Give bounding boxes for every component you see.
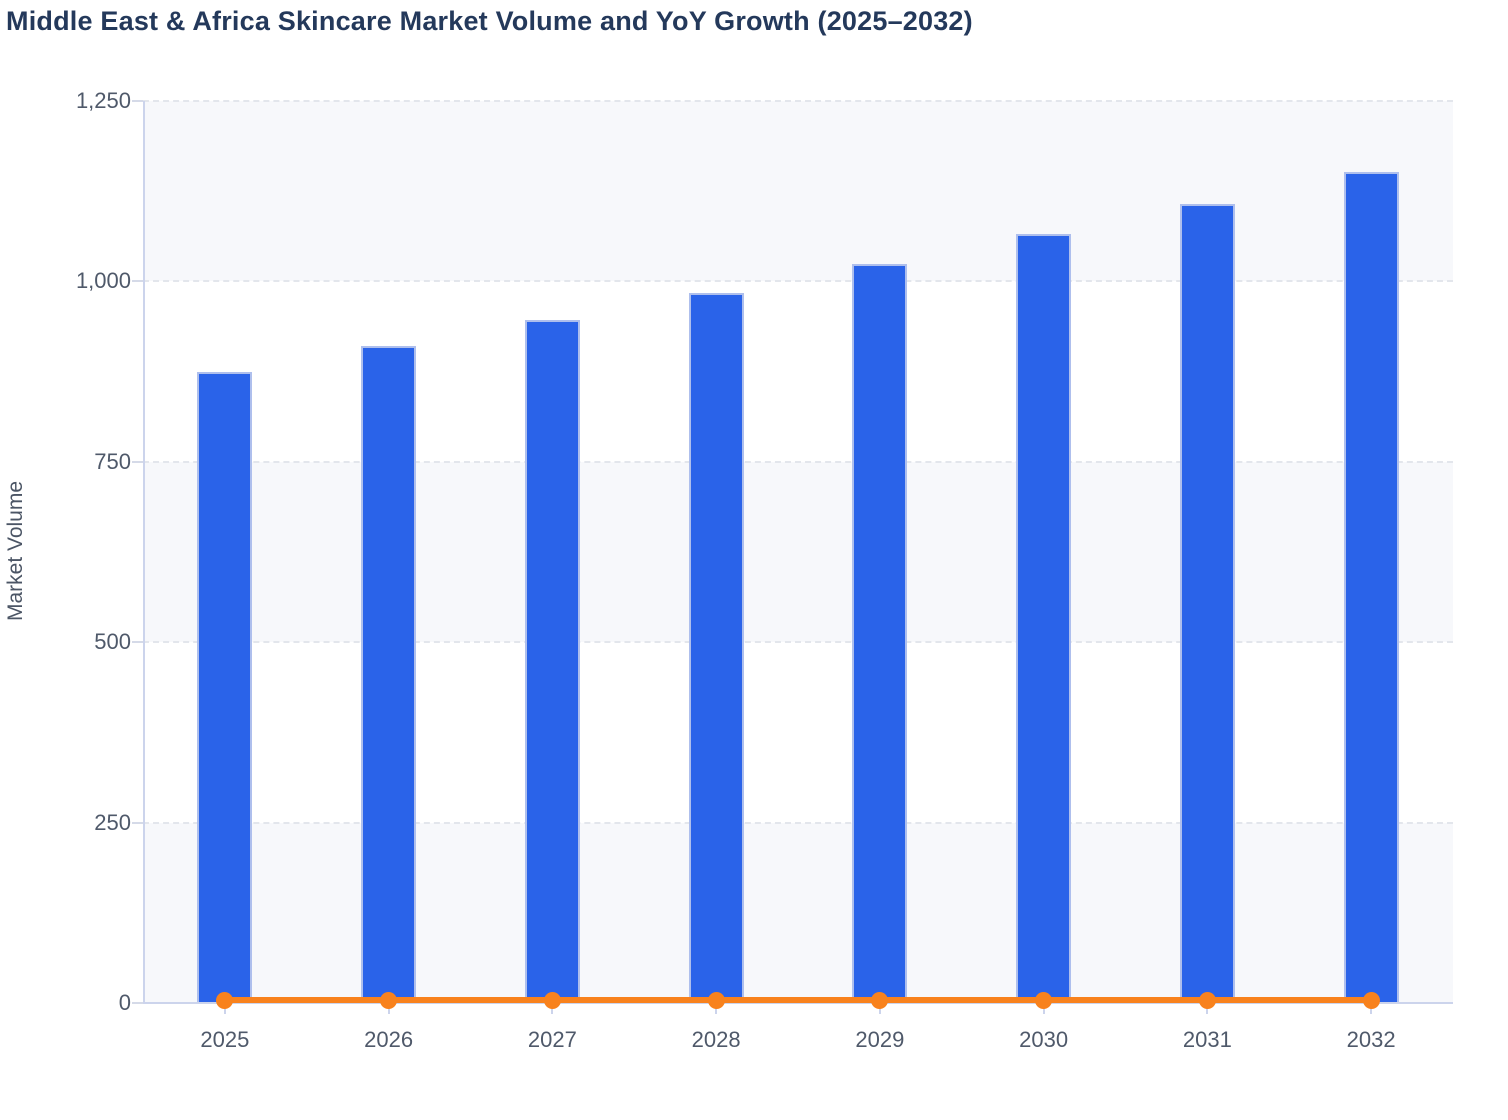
x-tick-label: 2032: [1346, 1027, 1396, 1052]
y-tick-mark: [132, 100, 143, 102]
y-tick-label: 1,250: [75, 88, 131, 113]
y-tick-label: 0: [118, 990, 131, 1015]
x-tick-mark: [1370, 1004, 1373, 1014]
yoy-marker-2026[interactable]: [380, 991, 398, 1009]
bar-2030[interactable]: [1016, 234, 1072, 1003]
bar-2031[interactable]: [1179, 204, 1235, 1003]
gridline: [143, 100, 1453, 102]
bar-2026[interactable]: [361, 346, 417, 1003]
x-tick-label: 2031: [1182, 1027, 1232, 1052]
x-tick-label: 2029: [855, 1027, 905, 1052]
x-tick-mark: [1206, 1004, 1209, 1014]
yoy-marker-2031[interactable]: [1198, 991, 1216, 1009]
plot-area: [143, 100, 1453, 1003]
bar-2028[interactable]: [688, 292, 744, 1003]
yoy-marker-2029[interactable]: [871, 991, 889, 1009]
y-tick-mark: [132, 460, 143, 463]
yoy-marker-2025[interactable]: [216, 991, 234, 1009]
grid-band: [143, 822, 1453, 1003]
bar-2029[interactable]: [852, 264, 908, 1003]
gridline: [143, 641, 1453, 644]
y-tick-label: 750: [94, 448, 131, 474]
y-axis-title: Market Volume: [4, 480, 27, 622]
y-tick-mark: [132, 641, 143, 644]
yoy-marker-2028[interactable]: [707, 991, 725, 1009]
y-tick-mark: [132, 280, 143, 283]
yoy-marker-2030[interactable]: [1035, 991, 1053, 1009]
x-tick-label: 2025: [200, 1027, 250, 1052]
yoy-marker-2027[interactable]: [543, 991, 561, 1009]
x-tick-mark: [715, 1004, 718, 1014]
y-axis-line: [143, 101, 145, 1003]
y-tick-label: 500: [94, 629, 131, 655]
yoy-growth-line: [224, 997, 1372, 1004]
x-tick-label: 2030: [1019, 1027, 1069, 1052]
bar-2025[interactable]: [197, 371, 253, 1003]
x-tick-mark: [387, 1004, 390, 1014]
y-tick-mark: [132, 1002, 143, 1004]
x-tick-mark: [1042, 1004, 1045, 1014]
x-tick-mark: [878, 1004, 881, 1014]
y-tick-label: 1,000: [75, 268, 131, 294]
x-tick-mark: [551, 1004, 554, 1014]
x-tick-label: 2028: [691, 1027, 741, 1052]
grid-band: [143, 101, 1453, 282]
gridline: [143, 280, 1453, 283]
bar-2027[interactable]: [524, 320, 580, 1003]
gridline: [143, 821, 1453, 824]
yoy-marker-2032[interactable]: [1362, 991, 1380, 1009]
x-tick-label: 2026: [364, 1027, 414, 1052]
y-tick-mark: [132, 821, 143, 824]
gridline: [143, 460, 1453, 463]
bar-2032[interactable]: [1343, 172, 1399, 1003]
x-tick-mark: [223, 1004, 226, 1014]
x-tick-label: 2027: [527, 1027, 577, 1052]
y-tick-label: 250: [94, 809, 131, 835]
grid-band: [143, 461, 1453, 643]
chart-title: Middle East & Africa Skincare Market Vol…: [6, 6, 973, 36]
